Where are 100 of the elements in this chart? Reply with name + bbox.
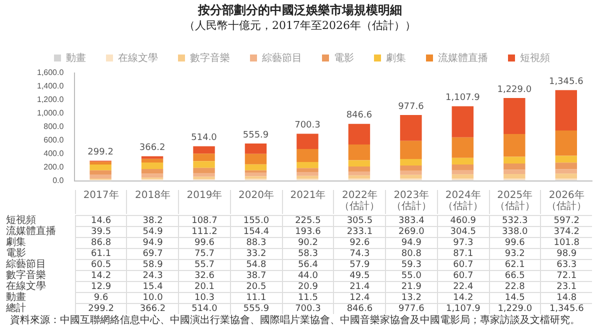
legend-label: 在線文學: [118, 52, 158, 64]
bar: [348, 160, 370, 166]
bar: [504, 134, 526, 157]
data-label: 87.1: [436, 248, 489, 259]
data-label: 59.3: [385, 259, 437, 270]
data-label: 14.6: [74, 215, 126, 226]
y-tick-label: 1,200.0: [36, 95, 64, 104]
x-tick-label: 2025年（估計）: [488, 190, 540, 214]
bar: [90, 162, 112, 164]
data-label: 32.6: [178, 270, 230, 281]
data-label: 597.2: [540, 215, 592, 226]
data-label: 49.5: [333, 270, 386, 281]
legend-label: 電影: [334, 52, 354, 64]
bar: [193, 161, 215, 168]
bar: [504, 174, 526, 178]
source-note: 資料來源：中國互聯網絡信息中心、中國演出行業協會、國際唱片業協會、中國音樂家協會及中國電影局；專家訪談及文檔研究。: [9, 314, 581, 327]
bar: [400, 174, 422, 179]
text: 動畫: [6, 292, 26, 303]
x-tick-label: 2024年（估計）: [436, 190, 489, 214]
bar: [141, 158, 164, 163]
bar: [504, 98, 526, 134]
legend-label: 劇集: [386, 52, 406, 64]
data-label: 44.0: [282, 270, 334, 281]
text: 劇集: [6, 237, 26, 248]
x-tick-label: 2026年（估計）: [540, 190, 592, 214]
bar: [90, 164, 112, 170]
data-label: 74.3: [333, 248, 386, 259]
data-label: 9.6: [74, 292, 126, 303]
y-tick-label: 1,400.0: [36, 82, 64, 91]
data-label: 14.2: [74, 270, 126, 281]
bar: [244, 164, 267, 170]
text: 總計: [6, 303, 26, 314]
data-label: 10.3: [178, 292, 230, 303]
data-label: 92.6: [333, 237, 386, 248]
total-label: 555.9: [242, 130, 269, 140]
data-label: 94.9: [385, 237, 437, 248]
data-label: 14.2: [436, 292, 489, 303]
bar: [90, 174, 112, 179]
data-label: 305.5: [333, 215, 386, 226]
total-label: 1,107.9: [445, 93, 480, 104]
bar: [296, 168, 318, 172]
data-label: 80.8: [385, 248, 437, 259]
bar: [348, 166, 370, 172]
chart-title: 按分部劃分的中國泛娛樂市場規模明細: [196, 2, 403, 18]
text: 555.9: [243, 304, 270, 314]
data-label: 61.1: [74, 248, 126, 259]
data-label: 54.9: [126, 226, 178, 237]
text: 977.6: [398, 304, 424, 314]
bar: [296, 176, 318, 179]
text: 514.0: [192, 304, 218, 314]
bar: [555, 169, 577, 174]
data-label: 15.4: [126, 281, 178, 292]
bar: [504, 164, 526, 170]
bar: [90, 170, 112, 174]
data-label: 383.4: [385, 215, 437, 226]
data-label: 154.4: [230, 226, 282, 237]
bar: [348, 124, 370, 144]
data-label: 304.5: [436, 226, 489, 237]
bar: [296, 148, 318, 162]
total-label: 1,229.0: [497, 84, 532, 95]
data-label: 11.5: [282, 292, 334, 303]
data-label: 38.7: [230, 270, 282, 281]
data-label: 269.0: [385, 226, 437, 237]
data-label: 62.1: [488, 259, 540, 270]
legend-label: 動畫: [66, 52, 86, 64]
bar: [555, 174, 577, 178]
data-label: 374.2: [540, 226, 592, 237]
bar: [141, 174, 164, 178]
bar: [141, 156, 164, 159]
bar: [400, 165, 422, 171]
text: 短視頻: [6, 215, 36, 226]
data-label: 460.9: [436, 215, 489, 226]
x-tick-label: 2023年（估計）: [385, 190, 437, 214]
data-label: 97.3: [436, 237, 489, 248]
total-label: 846.6: [346, 110, 372, 121]
data-label: 111.2: [178, 226, 230, 237]
bar: [452, 170, 474, 174]
y-tick-label: 1,000.0: [36, 108, 64, 118]
total-label: 700.3: [294, 120, 320, 131]
y-tick-label: 0.0: [52, 176, 64, 186]
data-label: 57.9: [333, 259, 386, 270]
bar: [244, 176, 267, 179]
data-label: 60.7: [436, 270, 489, 281]
data-label: 155.0: [230, 215, 282, 226]
text: 846.6: [346, 304, 373, 314]
bar: [193, 154, 215, 162]
bar: [452, 158, 474, 164]
x-tick-label: 2019年: [178, 190, 230, 214]
bar: [348, 144, 370, 160]
bar: [141, 162, 164, 169]
data-label: 90.2: [282, 237, 334, 248]
y-tick-label: 400.0: [44, 149, 64, 158]
data-label: 233.1: [333, 226, 386, 237]
data-label: 10.0: [126, 292, 178, 303]
y-tick-label: 1,600.0: [36, 68, 64, 78]
data-label: 33.2: [230, 248, 282, 259]
bar: [555, 130, 577, 156]
data-label: 21.4: [333, 281, 386, 292]
data-label: 12.4: [333, 292, 386, 303]
data-label: 99.6: [178, 237, 230, 248]
